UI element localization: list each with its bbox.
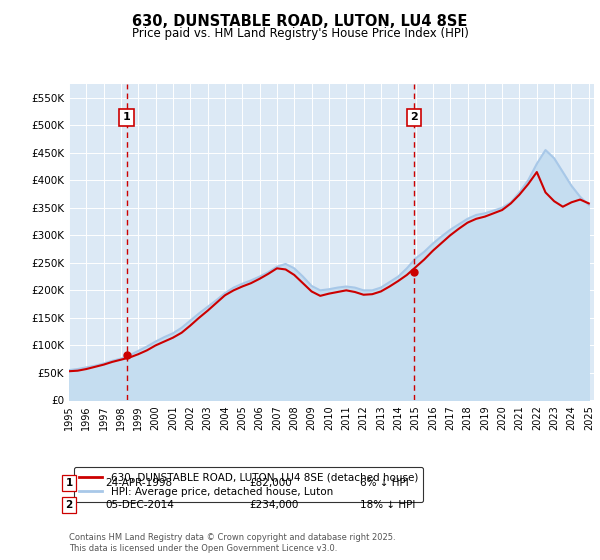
- Text: Price paid vs. HM Land Registry's House Price Index (HPI): Price paid vs. HM Land Registry's House …: [131, 27, 469, 40]
- Text: 18% ↓ HPI: 18% ↓ HPI: [360, 500, 415, 510]
- Text: 6% ↓ HPI: 6% ↓ HPI: [360, 478, 409, 488]
- Text: 2: 2: [65, 500, 73, 510]
- Text: 05-DEC-2014: 05-DEC-2014: [105, 500, 174, 510]
- Legend: 630, DUNSTABLE ROAD, LUTON, LU4 8SE (detached house), HPI: Average price, detach: 630, DUNSTABLE ROAD, LUTON, LU4 8SE (det…: [74, 467, 423, 502]
- Text: £234,000: £234,000: [249, 500, 298, 510]
- Text: £82,000: £82,000: [249, 478, 292, 488]
- Text: 2: 2: [410, 112, 418, 122]
- Text: 1: 1: [65, 478, 73, 488]
- Text: 1: 1: [122, 112, 130, 122]
- Text: 24-APR-1998: 24-APR-1998: [105, 478, 172, 488]
- Text: 630, DUNSTABLE ROAD, LUTON, LU4 8SE: 630, DUNSTABLE ROAD, LUTON, LU4 8SE: [133, 14, 467, 29]
- Text: Contains HM Land Registry data © Crown copyright and database right 2025.
This d: Contains HM Land Registry data © Crown c…: [69, 533, 395, 553]
